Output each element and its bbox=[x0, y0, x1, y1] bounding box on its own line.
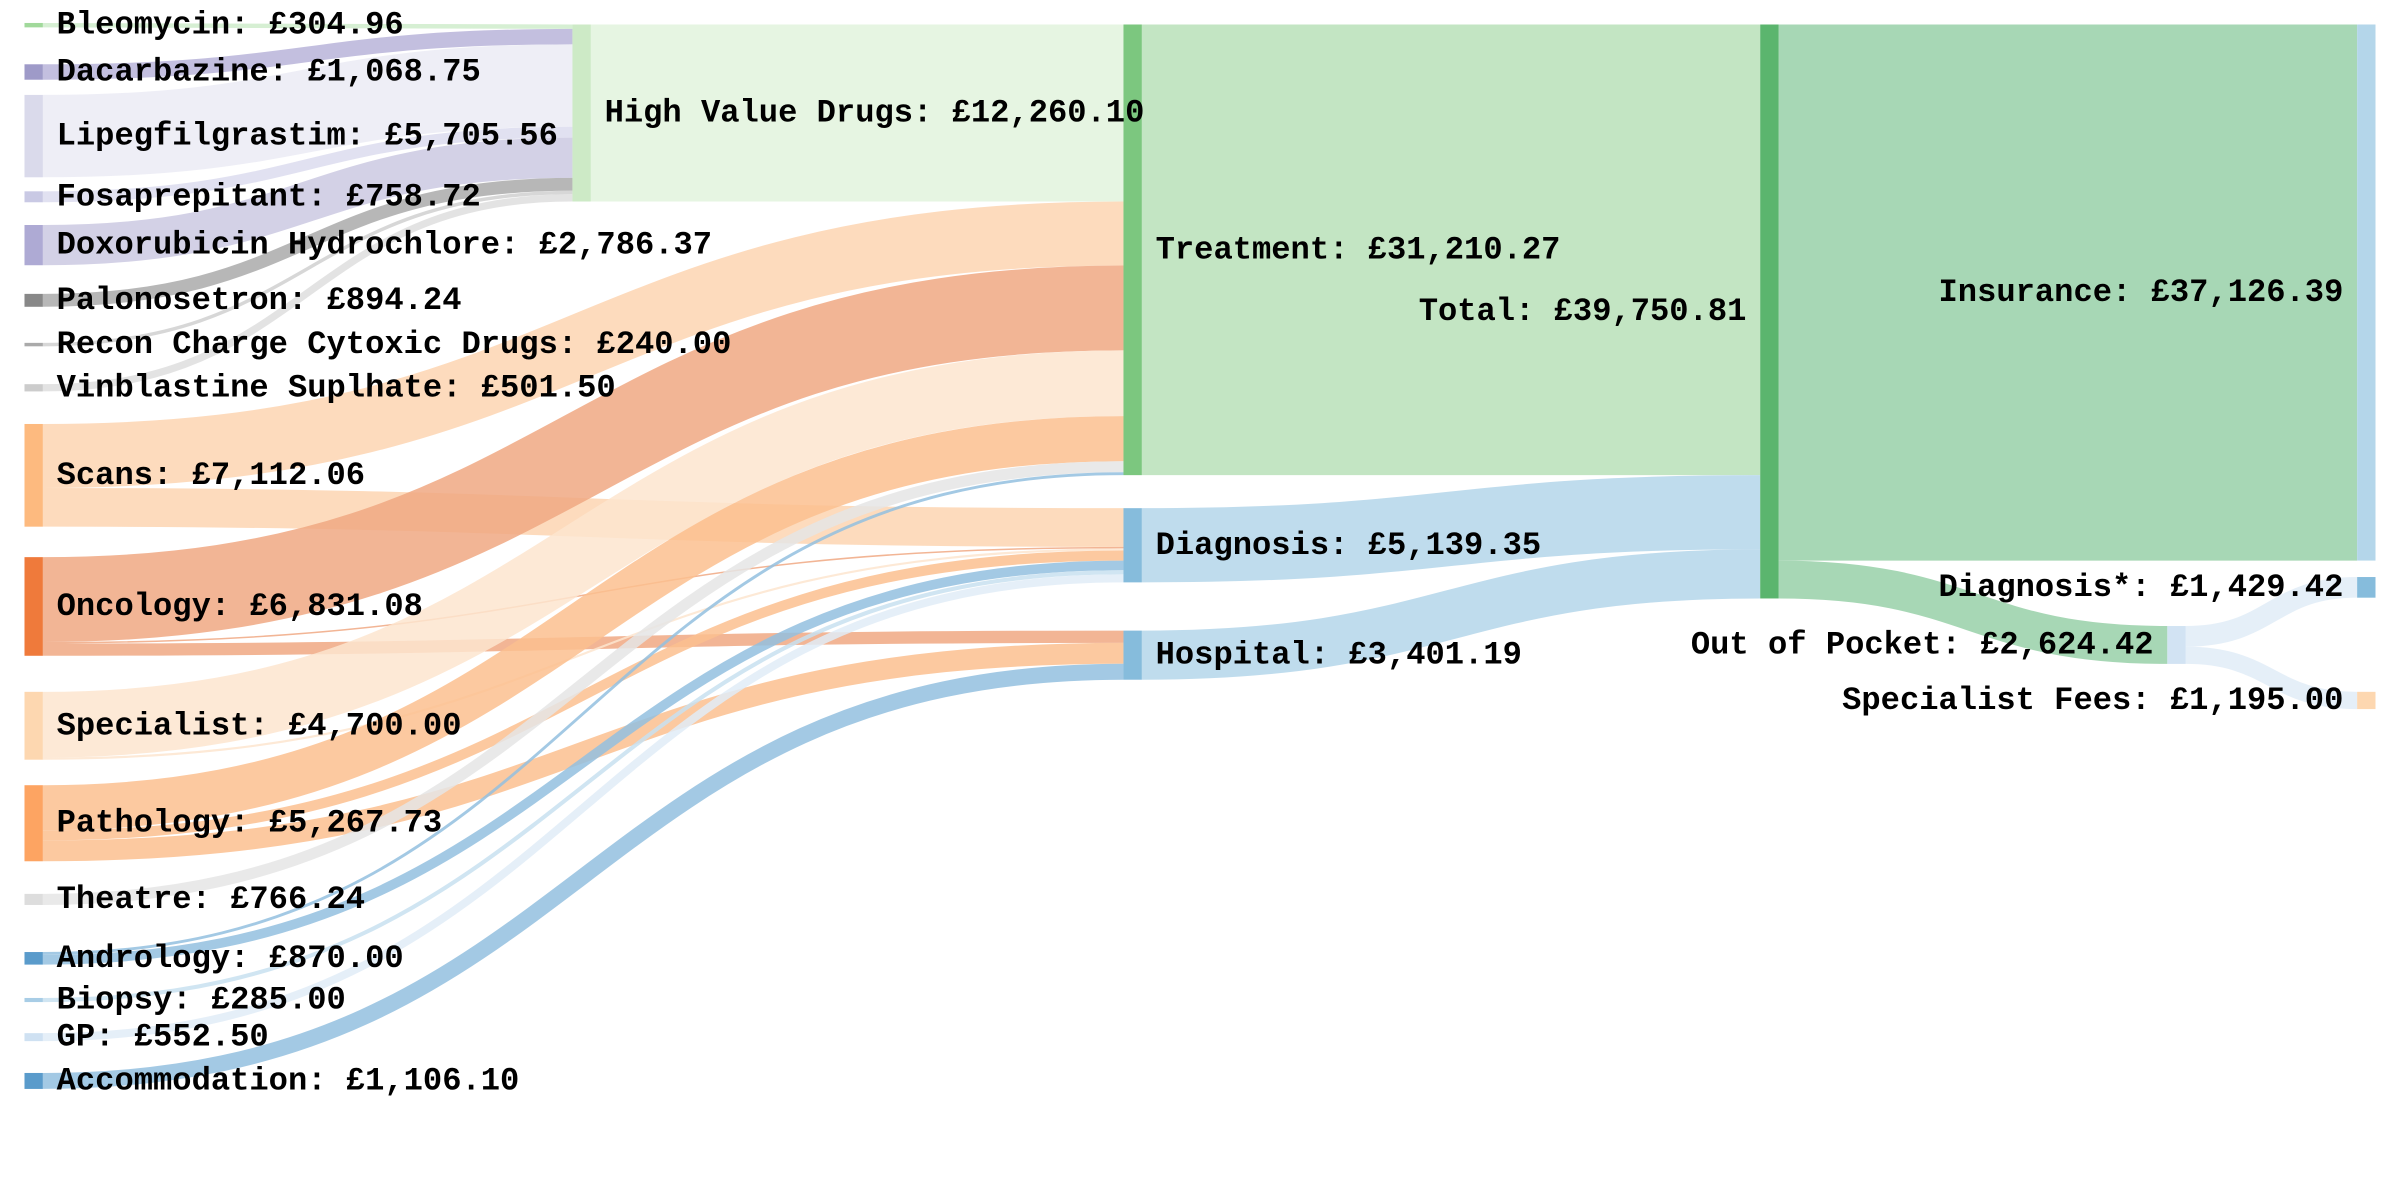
node-recon[interactable] bbox=[24, 342, 43, 347]
node-label-high-value-drugs: High Value Drugs: £12,260.10 bbox=[605, 95, 1145, 132]
link-specialist-to-treatment[interactable] bbox=[42, 350, 1124, 758]
node-label-specialist-fees: Specialist Fees: £1,195.00 bbox=[1842, 682, 2343, 719]
link-pathology-to-hospital[interactable] bbox=[42, 642, 1124, 862]
node-pathology[interactable] bbox=[24, 785, 43, 862]
node-treatment[interactable] bbox=[1123, 24, 1142, 476]
node-label-bleomycin: Bleomycin: £304.96 bbox=[57, 7, 404, 44]
node-biopsy[interactable] bbox=[24, 997, 43, 1003]
node-accommodation[interactable] bbox=[24, 1072, 43, 1089]
link-recon-to-high-value-drugs[interactable] bbox=[42, 190, 573, 347]
node-label-treatment: Treatment: £31,210.27 bbox=[1156, 231, 1561, 268]
link-biopsy-to-diagnosis[interactable] bbox=[42, 570, 1124, 1003]
link-pathology-to-diagnosis[interactable] bbox=[42, 550, 1124, 841]
node-doxorubicin[interactable] bbox=[24, 225, 43, 266]
node-label-diagnosis-star: Diagnosis*: £1,429.42 bbox=[1939, 569, 2344, 606]
link-lipegfilgrastim-to-high-value-drugs[interactable] bbox=[42, 44, 573, 178]
link-oncology-to-treatment[interactable] bbox=[42, 265, 1124, 643]
node-label-specialist: Specialist: £4,700.00 bbox=[57, 707, 462, 744]
node-out-of-pocket[interactable] bbox=[2167, 626, 2186, 664]
node-label-dacarbazine: Dacarbazine: £1,068.75 bbox=[57, 54, 481, 91]
link-vinblastine-to-high-value-drugs[interactable] bbox=[42, 194, 573, 392]
link-scans-to-treatment[interactable] bbox=[42, 201, 1124, 488]
link-diagnosis-to-total[interactable] bbox=[1141, 475, 1761, 583]
link-gp-to-diagnosis[interactable] bbox=[42, 574, 1124, 1042]
node-insurance[interactable] bbox=[2357, 24, 2376, 561]
node-lipegfilgrastim[interactable] bbox=[24, 94, 43, 178]
node-label-scans: Scans: £7,112.06 bbox=[57, 457, 365, 494]
node-diagnosis[interactable] bbox=[1123, 508, 1142, 583]
node-label-insurance: Insurance: £37,126.39 bbox=[1939, 274, 2344, 311]
node-label-vinblastine: Vinblastine Suplhate: £501.50 bbox=[57, 369, 616, 406]
links-layer bbox=[42, 22, 2358, 1089]
node-label-pathology: Pathology: £5,267.73 bbox=[57, 805, 443, 842]
link-oncology-to-diagnosis[interactable] bbox=[42, 546, 1124, 644]
link-accommodation-to-hospital[interactable] bbox=[42, 663, 1124, 1089]
link-bleomycin-to-high-value-drugs[interactable] bbox=[42, 22, 573, 29]
node-label-recon: Recon Charge Cytoxic Drugs: £240.00 bbox=[57, 326, 732, 363]
node-hospital[interactable] bbox=[1123, 630, 1142, 680]
node-diagnosis-star[interactable] bbox=[2357, 577, 2376, 598]
link-specialist-to-diagnosis[interactable] bbox=[42, 548, 1124, 760]
nodes-layer bbox=[24, 22, 2376, 1089]
node-dacarbazine[interactable] bbox=[24, 64, 43, 80]
node-label-fosaprepitant: Fosaprepitant: £758.72 bbox=[57, 178, 481, 215]
node-high-value-drugs[interactable] bbox=[572, 24, 591, 202]
node-label-biopsy: Biopsy: £285.00 bbox=[57, 982, 346, 1019]
link-total-to-out-of-pocket[interactable] bbox=[1778, 560, 2168, 664]
link-palonosetron-to-high-value-drugs[interactable] bbox=[42, 177, 573, 307]
node-specialist[interactable] bbox=[24, 691, 43, 760]
link-out-of-pocket-to-diagnosis-star[interactable] bbox=[2185, 577, 2358, 647]
node-specialist-fees[interactable] bbox=[2357, 691, 2376, 710]
node-gp[interactable] bbox=[24, 1033, 43, 1042]
node-label-accommodation: Accommodation: £1,106.10 bbox=[57, 1062, 520, 1099]
node-label-out-of-pocket: Out of Pocket: £2,624.42 bbox=[1691, 626, 2154, 663]
link-hospital-to-total[interactable] bbox=[1141, 549, 1761, 680]
link-andrology-to-diagnosis[interactable] bbox=[42, 560, 1124, 965]
node-oncology[interactable] bbox=[24, 557, 43, 656]
node-vinblastine[interactable] bbox=[24, 384, 43, 392]
link-theatre-to-treatment[interactable] bbox=[42, 461, 1124, 905]
node-palonosetron[interactable] bbox=[24, 293, 43, 307]
link-pathology-to-treatment[interactable] bbox=[42, 416, 1124, 831]
node-label-theatre: Theatre: £766.24 bbox=[57, 881, 365, 918]
node-scans[interactable] bbox=[24, 423, 43, 527]
node-total[interactable] bbox=[1760, 24, 1779, 599]
node-andrology[interactable] bbox=[24, 952, 43, 965]
node-label-diagnosis: Diagnosis: £5,139.35 bbox=[1156, 527, 1542, 564]
node-label-doxorubicin: Doxorubicin Hydrochlore: £2,786.37 bbox=[57, 227, 712, 264]
node-label-gp: GP: £552.50 bbox=[57, 1019, 269, 1056]
node-fosaprepitant[interactable] bbox=[24, 191, 43, 203]
node-label-palonosetron: Palonosetron: £894.24 bbox=[57, 282, 462, 319]
link-dacarbazine-to-high-value-drugs[interactable] bbox=[42, 28, 573, 80]
link-andrology-to-treatment[interactable] bbox=[42, 472, 1124, 955]
node-label-oncology: Oncology: £6,831.08 bbox=[57, 588, 423, 625]
link-out-of-pocket-to-specialist-fees[interactable] bbox=[2185, 646, 2358, 710]
labels-layer: Bleomycin: £304.96 Dacarbazine: £1,068.75… bbox=[57, 7, 2344, 1100]
link-fosaprepitant-to-high-value-drugs[interactable] bbox=[42, 126, 573, 203]
node-label-total: Total: £39,750.81 bbox=[1419, 293, 1747, 330]
node-bleomycin[interactable] bbox=[24, 22, 43, 28]
node-label-hospital: Hospital: £3,401.19 bbox=[1156, 637, 1522, 674]
node-theatre[interactable] bbox=[24, 893, 43, 905]
node-label-andrology: Andrology: £870.00 bbox=[57, 940, 404, 977]
node-label-lipegfilgrastim: Lipegfilgrastim: £5,705.56 bbox=[57, 118, 558, 155]
link-doxorubicin-to-high-value-drugs[interactable] bbox=[42, 137, 573, 266]
